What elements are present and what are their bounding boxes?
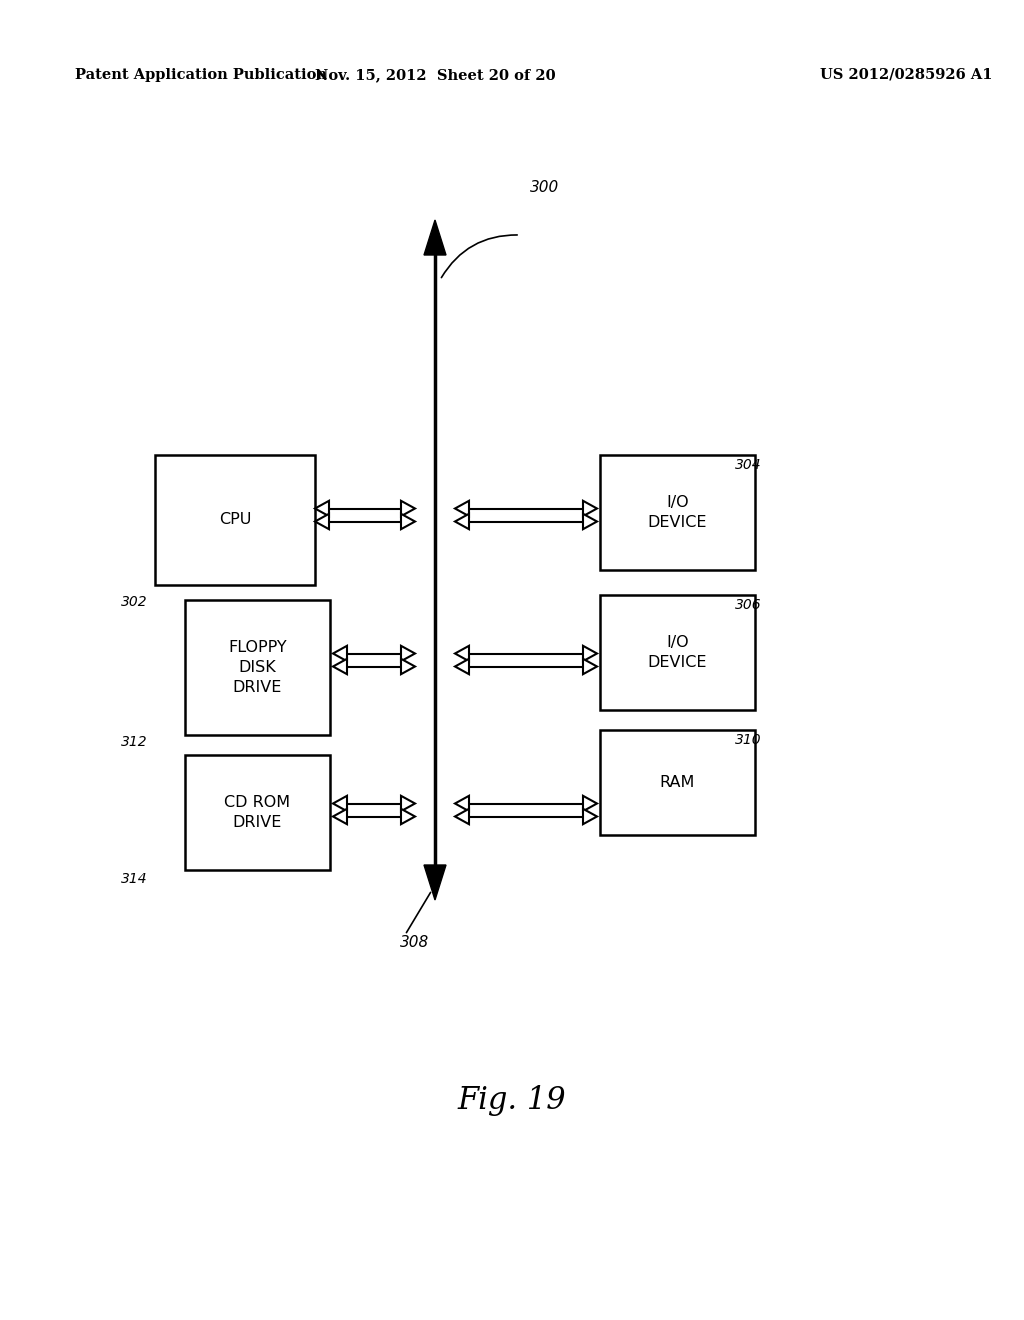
Polygon shape xyxy=(583,796,597,812)
Text: 308: 308 xyxy=(400,935,429,950)
Polygon shape xyxy=(333,659,347,675)
Text: 300: 300 xyxy=(530,180,559,195)
Text: CD ROM
DRIVE: CD ROM DRIVE xyxy=(224,795,291,830)
Polygon shape xyxy=(315,500,329,516)
Polygon shape xyxy=(401,659,415,675)
Polygon shape xyxy=(583,809,597,824)
Polygon shape xyxy=(401,513,415,529)
Text: CPU: CPU xyxy=(219,512,251,528)
Polygon shape xyxy=(424,220,446,255)
Polygon shape xyxy=(455,659,469,675)
Bar xyxy=(600,730,755,836)
Text: Fig. 19: Fig. 19 xyxy=(458,1085,566,1115)
Text: RAM: RAM xyxy=(659,775,695,789)
Text: FLOPPY
DISK
DRIVE: FLOPPY DISK DRIVE xyxy=(228,640,287,694)
Polygon shape xyxy=(455,513,469,529)
Text: 312: 312 xyxy=(122,735,148,748)
Bar xyxy=(155,455,315,585)
Text: 314: 314 xyxy=(122,873,148,886)
Polygon shape xyxy=(333,809,347,824)
Text: I/O
DEVICE: I/O DEVICE xyxy=(648,495,708,529)
Polygon shape xyxy=(583,645,597,661)
Polygon shape xyxy=(455,645,469,661)
Bar xyxy=(185,755,330,870)
Text: 304: 304 xyxy=(735,458,762,473)
Bar xyxy=(600,595,755,710)
Text: US 2012/0285926 A1: US 2012/0285926 A1 xyxy=(820,69,992,82)
Polygon shape xyxy=(401,809,415,824)
Text: 302: 302 xyxy=(122,595,148,609)
Polygon shape xyxy=(401,796,415,812)
Text: Patent Application Publication: Patent Application Publication xyxy=(75,69,327,82)
Polygon shape xyxy=(455,796,469,812)
Polygon shape xyxy=(455,500,469,516)
Bar xyxy=(185,601,330,735)
Text: I/O
DEVICE: I/O DEVICE xyxy=(648,635,708,671)
Polygon shape xyxy=(333,796,347,812)
Polygon shape xyxy=(583,500,597,516)
Polygon shape xyxy=(583,659,597,675)
Text: 306: 306 xyxy=(735,598,762,612)
Text: Nov. 15, 2012  Sheet 20 of 20: Nov. 15, 2012 Sheet 20 of 20 xyxy=(314,69,555,82)
Polygon shape xyxy=(455,809,469,824)
Polygon shape xyxy=(583,513,597,529)
Bar xyxy=(600,455,755,570)
Polygon shape xyxy=(333,645,347,661)
Polygon shape xyxy=(401,645,415,661)
Polygon shape xyxy=(424,865,446,900)
Text: 310: 310 xyxy=(735,733,762,747)
Polygon shape xyxy=(315,513,329,529)
Polygon shape xyxy=(401,500,415,516)
